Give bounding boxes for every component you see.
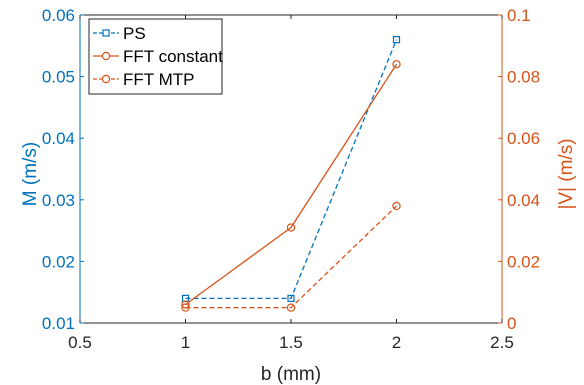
y-left-tick-label: 0.03 [42,191,75,210]
y-right-tick-label: 0.04 [507,191,540,210]
y-right-tick-label: 0.08 [507,68,540,87]
y-left-tick-label: 0.06 [42,6,75,25]
y-right-tick-label: 0.1 [507,6,531,25]
data-point [286,303,296,312]
data-point [287,294,295,302]
y-right-tick-label: 0 [507,314,516,333]
y-right-tick-label: 0.06 [507,129,540,148]
series-line [185,205,397,309]
legend-label: FFT constant [123,47,223,66]
y-left-tick-label: 0.04 [42,129,75,148]
data-point [286,223,296,232]
y-axis-right-label: |V| (m/s) [556,138,577,209]
data-point [392,60,401,69]
legend: PS FFT constant FFT MTP [88,18,223,95]
x-tick-label: 1 [181,333,190,352]
legend-label: PS [123,24,146,43]
ticks-layer: 0.5 1 1.5 2 2.5 0.01 0.02 0.03 0.04 0.05 0.06 0 0.02… [42,6,540,352]
y-left-tick-label: 0.01 [42,314,75,333]
series-fft-constant [181,60,401,309]
legend-marker [101,51,111,61]
legend-marker [102,29,110,37]
series-fft-mtp [181,201,401,312]
series-line [185,63,398,306]
data-point [181,303,190,312]
x-axis-label: b (mm) [261,364,321,385]
x-tick-label: 2.5 [490,333,514,352]
data-point [392,201,401,211]
legend-marker [101,74,111,84]
x-tick-label: 2 [392,333,401,352]
x-tick-label: 1.5 [279,333,303,352]
legend-label: FFT MTP [123,70,194,89]
y-left-tick-label: 0.02 [42,252,75,271]
data-point [392,36,401,44]
y-axis-left-label: M (m/s) [20,142,41,206]
y-left-tick-label: 0.05 [42,68,75,87]
series-line [185,39,398,300]
series-layer [181,36,401,312]
y-right-tick-label: 0.02 [507,252,540,271]
x-tick-label: 0.5 [68,333,92,352]
